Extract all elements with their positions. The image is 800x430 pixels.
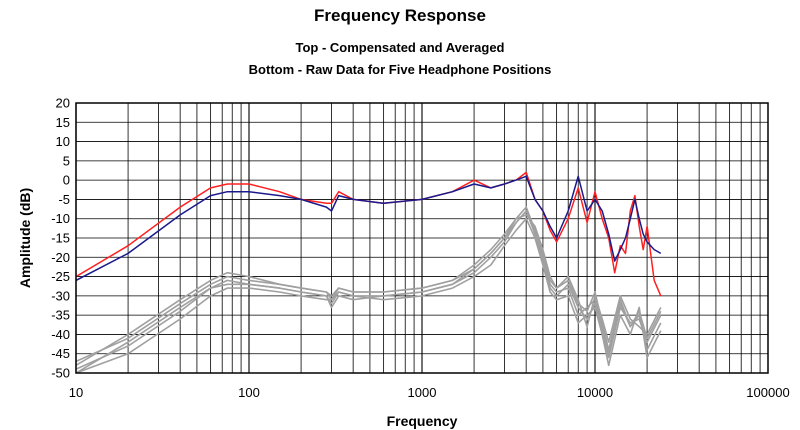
x-tick-label: 100000 <box>746 385 789 400</box>
y-tick-label: 5 <box>63 153 70 168</box>
y-axis: 20 15 10 5 0 -5 -10 -15 -20 -25 -30 -35 -40 -45 -50 <box>51 96 70 381</box>
y-tick-label: 0 <box>63 173 70 188</box>
series-line-gray <box>76 217 662 373</box>
x-axis: 10 100 1000 10000 100000 <box>69 385 790 400</box>
y-tick-label: -30 <box>51 288 70 303</box>
series-line-gray <box>76 214 662 366</box>
y-tick-label: 15 <box>56 115 70 130</box>
y-tick-label: -45 <box>51 346 70 361</box>
chart-subtitle-top: Top - Compensated and Averaged <box>295 40 505 55</box>
plot-frame <box>75 102 769 374</box>
y-tick-label: -35 <box>51 308 70 323</box>
x-axis-label: Frequency <box>387 413 458 429</box>
y-tick-label: -10 <box>51 211 70 226</box>
x-tick-label: 1000 <box>408 385 437 400</box>
y-tick-label: -40 <box>51 327 70 342</box>
chart-subtitle-bottom: Bottom - Raw Data for Five Headphone Pos… <box>248 62 552 77</box>
series-group <box>76 171 662 373</box>
y-tick-label: -25 <box>51 269 70 284</box>
chart-title: Frequency Response <box>314 6 486 25</box>
series-line-gray <box>76 206 662 363</box>
y-tick-label: -15 <box>51 231 70 246</box>
y-tick-label: -50 <box>51 366 70 381</box>
series-line-blue <box>76 175 662 282</box>
y-tick-label: 20 <box>56 96 70 111</box>
x-tick-label: 10000 <box>577 385 613 400</box>
y-tick-label: -20 <box>51 250 70 265</box>
y-tick-label: 10 <box>56 134 70 149</box>
y-tick-label: -5 <box>58 192 70 207</box>
x-tick-label: 10 <box>69 385 83 400</box>
x-tick-label: 100 <box>238 385 260 400</box>
y-axis-label: Amplitude (dB) <box>17 188 33 288</box>
